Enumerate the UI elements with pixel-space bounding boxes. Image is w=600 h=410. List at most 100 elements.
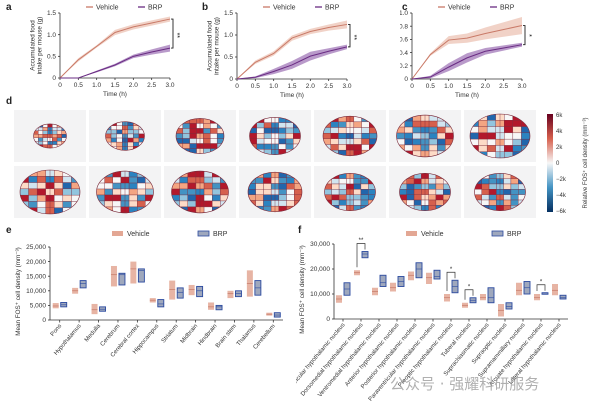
colorbar: 6k 4k 2k 0 −2k −4k −6k Relative FOS⁺ cell densi… xyxy=(545,112,600,215)
box-brp xyxy=(215,304,223,311)
brain-region xyxy=(62,188,72,196)
y-tick-label: 0 xyxy=(326,316,330,323)
brain-region xyxy=(210,138,218,144)
brain-region xyxy=(133,141,140,147)
brain-region xyxy=(138,121,145,126)
brain-section xyxy=(464,110,536,162)
y-tick-label: 1.0 xyxy=(224,32,233,39)
brain-region xyxy=(361,121,370,128)
y-tick-label: 0.4 xyxy=(400,50,408,57)
box-vehicle xyxy=(516,282,522,296)
brain-region xyxy=(399,189,407,195)
x-tick-label: 0.5 xyxy=(251,83,260,90)
brain-region xyxy=(437,132,446,140)
brain-region xyxy=(42,130,48,135)
brain-region xyxy=(145,188,154,196)
brain-region xyxy=(127,137,134,143)
brain-region xyxy=(512,145,522,152)
brain-region xyxy=(285,138,294,145)
brain-region xyxy=(360,194,369,201)
brain-region xyxy=(488,194,497,201)
y-axis-label: Mean FOS⁺ cell density (mm⁻³) xyxy=(15,247,22,336)
colorbar-tick-label: −6k xyxy=(556,209,567,214)
line-chart-a: 0 0.5 1.0 1.5 2.0 2.5 3.0 0 0.5 1.0 1.5 Time (h) Acc… xyxy=(30,5,181,99)
box-brp xyxy=(559,294,567,300)
brain-region xyxy=(510,183,519,190)
brain-region xyxy=(294,172,302,179)
significance-label: * xyxy=(450,267,453,273)
panel-f: f 0 10,000 20,000 30,000 Mean FOS⁺ cell dens… xyxy=(279,222,600,405)
box-vehicle xyxy=(408,271,414,281)
brain-region xyxy=(353,138,362,145)
brain-region xyxy=(338,138,347,145)
brain-region xyxy=(361,132,370,140)
brain-region xyxy=(428,178,437,185)
brain-region xyxy=(478,120,488,127)
brain-region xyxy=(212,194,221,202)
legend-swatch-vehicle xyxy=(112,231,123,236)
brain-region xyxy=(404,138,413,146)
legend-label-brp: BRP xyxy=(325,5,340,12)
x-axis-label: Time (h) xyxy=(103,91,127,98)
brain-section-map xyxy=(324,172,376,212)
panel-label-f: f xyxy=(298,225,302,236)
y-tick-label: 15,000 xyxy=(26,273,46,280)
brain-region xyxy=(286,200,295,207)
brain-region xyxy=(220,206,229,213)
brain-region xyxy=(203,123,211,129)
brain-region xyxy=(360,183,369,190)
brain-region xyxy=(212,176,221,184)
brain-region xyxy=(216,133,224,139)
y-tick-label: 1.5 xyxy=(47,10,56,17)
box-brp xyxy=(79,280,87,289)
brain-region xyxy=(338,178,347,185)
brain-region xyxy=(176,148,184,154)
brain-region xyxy=(338,199,347,206)
brain-region xyxy=(353,194,362,201)
box-vehicle xyxy=(130,261,137,284)
brain-section-map xyxy=(399,172,451,212)
panel-b: b 0 0.5 1.0 1.5 2.0 2.5 3.0 0 0.5 1.0 1.5 Time (h) A… xyxy=(200,0,400,100)
brain-region xyxy=(133,133,140,139)
brain-region xyxy=(331,189,340,195)
panel-a: a 0 0.5 1.0 1.5 2.0 2.5 3.0 0 0.5 1.0 1.5 Time (h) A… xyxy=(0,0,200,100)
brain-region xyxy=(42,137,48,142)
brain-region xyxy=(36,182,46,190)
brain-region xyxy=(360,199,369,206)
brain-region xyxy=(428,183,437,190)
brain-region xyxy=(404,126,413,134)
brain-region xyxy=(481,183,490,190)
brain-section-map xyxy=(247,171,303,213)
brain-region xyxy=(286,183,295,190)
brain-region xyxy=(104,188,113,196)
brain-region xyxy=(203,188,213,196)
brain-section xyxy=(239,166,311,218)
brain-region xyxy=(404,144,413,152)
brain-region xyxy=(128,194,138,202)
brain-region xyxy=(28,182,38,190)
error-band-brp xyxy=(60,44,170,78)
brain-region xyxy=(127,141,134,147)
brain-region xyxy=(171,188,180,196)
brain-region xyxy=(263,177,272,184)
brain-region xyxy=(503,183,512,190)
brain-region xyxy=(36,201,46,208)
significance-label: ** xyxy=(350,35,357,41)
brain-region xyxy=(504,138,514,146)
brain-region xyxy=(338,144,347,151)
brain-section xyxy=(164,166,236,218)
y-tick-label: 0 xyxy=(404,76,408,83)
brain-section xyxy=(14,166,86,218)
significance-label: ** xyxy=(359,238,364,244)
brain-region xyxy=(323,149,331,156)
y-tick-label: 1.5 xyxy=(224,10,233,17)
brain-region xyxy=(481,189,490,195)
brain-region xyxy=(116,125,123,131)
brain-region xyxy=(176,118,184,124)
brain-region xyxy=(182,138,190,144)
brain-region xyxy=(353,144,362,151)
brain-region xyxy=(263,127,272,134)
x-axis-label: Time (h) xyxy=(455,92,479,99)
colorbar-tick-label: 4k xyxy=(556,129,563,135)
colorbar-tick-label: 6k xyxy=(556,113,563,119)
